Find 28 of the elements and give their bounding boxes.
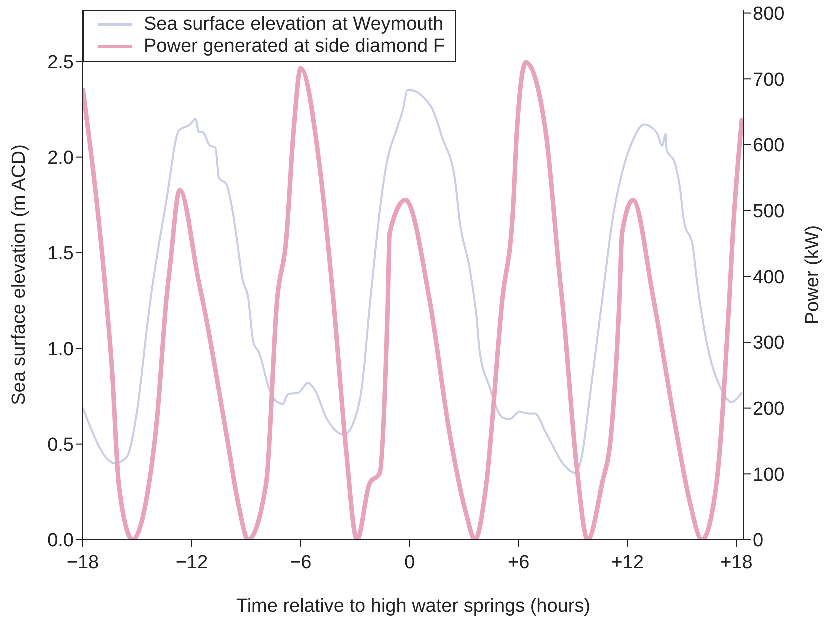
y-tick-label: 1.5 — [48, 244, 74, 265]
y2-axis-title: Power (kW) — [802, 225, 824, 325]
y2-tick-label: 100 — [753, 464, 785, 486]
y-tick-label: 2.5 — [48, 52, 74, 74]
legend-label: Power generated at side diamond F — [144, 36, 446, 58]
y2-tick-label: 0 — [753, 530, 764, 552]
y-tick-label: 1.0 — [48, 339, 74, 360]
y-tick-label: 0.5 — [48, 435, 74, 456]
x-tick-label: +6 — [508, 552, 530, 574]
y2-tick-label: 400 — [753, 267, 785, 288]
x-tick-label: −18 — [66, 552, 100, 574]
y2-tick-label: 600 — [753, 136, 785, 157]
x-tick-label: +18 — [720, 552, 753, 574]
x-tick-label: 0 — [404, 552, 416, 574]
line-series — [83, 89, 744, 474]
y2-tick-label: 300 — [753, 333, 785, 354]
y2-tick-label: 700 — [753, 70, 785, 91]
legend-label: Sea surface elevation at Weymouth — [144, 14, 444, 36]
y-axis-title: Sea surface elevation (m ACD) — [9, 144, 30, 406]
y2-tick-label: 200 — [753, 399, 785, 420]
y2-tick-label: 800 — [753, 4, 785, 26]
x-tick-label: −6 — [290, 552, 312, 574]
x-tick-label: +12 — [612, 552, 644, 574]
y-tick-label: 2.0 — [48, 148, 74, 170]
x-axis-title: Time relative to high water springs (hours) — [236, 596, 591, 617]
x-tick-label: −12 — [176, 552, 208, 574]
y2-tick-label: 500 — [753, 202, 785, 223]
y-tick-label: 0.0 — [48, 530, 74, 552]
